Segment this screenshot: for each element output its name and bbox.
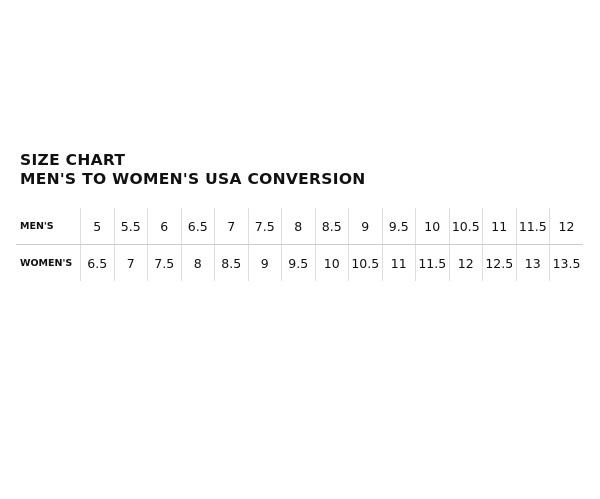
mens-row: MEN'S 5 5.5 6 6.5 7 7.5 8 8.5 9 9.5 10 10.5 11 11.5 12 — [16, 208, 583, 245]
size-cell: 11.5 — [515, 208, 550, 245]
size-cell: 9.5 — [381, 208, 416, 245]
size-cell: 7.5 — [247, 208, 282, 245]
size-cell: 12.5 — [482, 244, 516, 281]
row-label: MEN'S — [16, 208, 81, 245]
size-cell: 11.5 — [415, 244, 449, 281]
row-label: WOMEN'S — [20, 257, 73, 269]
size-cell: 12 — [448, 244, 483, 281]
size-cell: 11 — [482, 208, 516, 245]
subtitle: MEN'S TO WOMEN'S USA CONVERSION — [20, 170, 366, 188]
size-cell: 8.5 — [214, 244, 248, 281]
size-cell: 12 — [549, 208, 583, 245]
size-cell: 7.5 — [147, 244, 181, 281]
size-cell: 8.5 — [314, 208, 349, 245]
size-cell: 10 — [314, 244, 349, 281]
size-cell: 11 — [381, 244, 416, 281]
size-chart-title: SIZE CHART MEN'S TO WOMEN'S USA CONVERSI… — [20, 151, 366, 189]
size-cell: 7 — [113, 244, 148, 281]
size-cell: 8 — [281, 208, 315, 245]
womens-row: WOMEN'S 6.5 7 7.5 8 8.5 9 9.5 10 10.5 11 11.5 12 12.5… — [16, 244, 583, 281]
size-cell: 10.5 — [348, 244, 382, 281]
size-cell: 10.5 — [448, 208, 483, 245]
size-cell: 5 — [80, 208, 114, 245]
size-cell: 6 — [147, 208, 181, 245]
size-cell: 9.5 — [281, 244, 315, 281]
size-cell: 5.5 — [113, 208, 148, 245]
size-cell: 6.5 — [80, 244, 114, 281]
size-cell: 7 — [214, 208, 248, 245]
size-cell: 13 — [515, 244, 550, 281]
size-cell: 10 — [415, 208, 449, 245]
size-cell: 9 — [348, 208, 382, 245]
size-conversion-table: MEN'S 5 5.5 6 6.5 7 7.5 8 8.5 9 9.5 10 10.5 11 11.5 12 W… — [16, 208, 583, 281]
title: SIZE CHART — [20, 151, 126, 169]
size-cell: 8 — [180, 244, 215, 281]
size-cell: 9 — [247, 244, 282, 281]
size-cell: 6.5 — [180, 208, 215, 245]
size-cell: 13.5 — [549, 244, 583, 281]
